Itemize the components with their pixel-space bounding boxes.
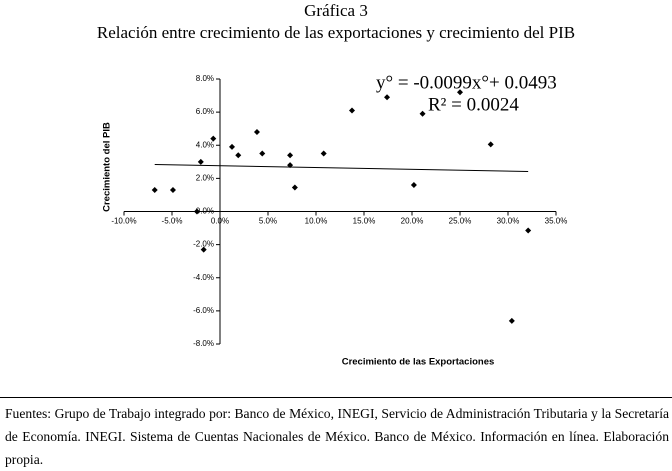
point (410, 182, 417, 188)
point (229, 143, 235, 150)
point (320, 150, 327, 157)
annotation: y° = -0.0099x°+ 0.0493 (376, 72, 557, 93)
point (525, 227, 532, 234)
x-tick-label: 35.0% (545, 217, 568, 226)
annotation: R² = 0.0024 (428, 94, 519, 115)
y-tick-label: -8.0% (193, 339, 214, 348)
point (349, 107, 355, 114)
x-tick-label: 0.0% (211, 217, 229, 226)
point (287, 152, 294, 159)
point (169, 186, 176, 193)
x-tick-label: 30.0% (497, 217, 520, 226)
divider (0, 397, 672, 398)
point (200, 246, 207, 253)
point (287, 162, 294, 169)
y-tick-label: 2.0% (196, 173, 214, 182)
point (253, 129, 260, 135)
point (193, 208, 200, 215)
x-tick-label: 10.0% (305, 217, 328, 226)
x-tick-label: 5.0% (259, 217, 277, 226)
point (259, 150, 266, 157)
source-note: Fuentes: Grupo de Trabajo integrado por:… (5, 406, 669, 467)
point (508, 317, 515, 324)
trendline (154, 164, 529, 172)
point (457, 89, 463, 96)
point (384, 94, 391, 101)
chart: Gráfica 3 Relación entre crecimiento de … (97, 1, 575, 368)
point (151, 186, 158, 193)
point (197, 158, 204, 165)
y-tick-label: 4.0% (196, 140, 214, 149)
x-tick-label: -10.0% (111, 217, 136, 226)
chart-title: Gráfica 3 (304, 1, 368, 20)
x-axis-title: Crecimiento de las Exportaciones (342, 357, 495, 368)
point (419, 110, 426, 117)
y-axis-title: Crecimiento del PIB (102, 122, 113, 212)
y-tick-label: -6.0% (193, 306, 214, 315)
point (291, 184, 298, 191)
chart-subtitle: Relación entre crecimiento de las export… (97, 23, 575, 42)
x-tick-label: -5.0% (162, 217, 183, 226)
y-tick-label: 0.0% (196, 207, 214, 216)
point (487, 141, 494, 148)
x-tick-label: 20.0% (401, 217, 424, 226)
y-tick-label: 8.0% (196, 74, 214, 83)
x-tick-label: 25.0% (449, 217, 472, 226)
y-tick-label: -2.0% (193, 240, 214, 249)
y-tick-label: -4.0% (193, 273, 214, 282)
y-tick-label: 6.0% (196, 107, 214, 116)
point (210, 135, 217, 142)
point (235, 152, 242, 159)
x-tick-label: 15.0% (353, 217, 376, 226)
